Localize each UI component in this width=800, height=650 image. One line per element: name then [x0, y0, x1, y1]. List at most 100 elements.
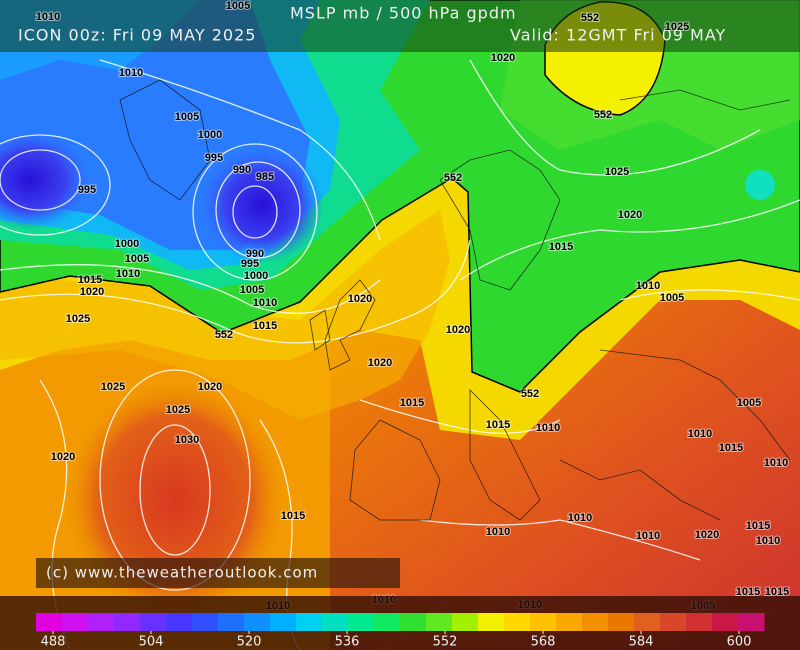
- colorbar-swatch: [192, 613, 219, 631]
- isobar-label: 1020: [368, 357, 392, 369]
- isobar-label: 1015: [746, 520, 770, 532]
- colorbar-tick-label: 568: [531, 635, 556, 650]
- colorbar-swatch: [114, 613, 141, 631]
- colorbar-swatch: [712, 613, 739, 631]
- isobar-label: 1010: [536, 422, 560, 434]
- field-cyan-spot: [745, 170, 775, 200]
- isobar-label: 1025: [66, 313, 90, 325]
- isobar-label: 1020: [348, 293, 372, 305]
- colorbar-swatch: [660, 613, 687, 631]
- colorbar-swatch: [348, 613, 375, 631]
- isobar-label: 1020: [80, 286, 104, 298]
- isobar-label: 1020: [446, 324, 470, 336]
- isobar-label: 1020: [491, 52, 515, 64]
- colorbar-tick-label: 584: [629, 635, 654, 650]
- isobar-label: 1010: [764, 457, 788, 469]
- isobar-label: 1025: [101, 381, 125, 393]
- map-title: MSLP mb / 500 hPa gpdm: [290, 4, 517, 23]
- colorbar-swatch: [270, 613, 297, 631]
- colorbar-swatch: [374, 613, 401, 631]
- isobar-label: 1025: [605, 166, 629, 178]
- colorbar-swatch: [36, 613, 63, 631]
- colorbar-tick-label: 552: [433, 635, 458, 650]
- isobar-label: 1000: [198, 129, 222, 141]
- isobar-label: 1025: [166, 404, 190, 416]
- colorbar-swatch: [634, 613, 661, 631]
- isobar-label: 1015: [486, 419, 510, 431]
- colorbar-swatch: [686, 613, 713, 631]
- isobar-label: 995: [78, 184, 96, 196]
- isobar-label: 1000: [115, 238, 139, 250]
- isobar-label: 1015: [78, 274, 102, 286]
- isobar-label: 1015: [719, 442, 743, 454]
- model-run: ICON 00z: Fri 09 MAY 2025: [18, 26, 256, 45]
- colorbar-swatch: [530, 613, 557, 631]
- isobar-label: 1010: [36, 11, 60, 23]
- isobar-label: 990: [246, 248, 264, 260]
- colorbar-swatch: [244, 613, 271, 631]
- colorbar-swatch: [140, 613, 167, 631]
- isobar-label: 1020: [51, 451, 75, 463]
- colorbar-swatch: [504, 613, 531, 631]
- colorbar-swatch: [556, 613, 583, 631]
- isobar-label: 1015: [736, 586, 760, 598]
- colorbar-swatch: [62, 613, 89, 631]
- isobar-label: 1010: [116, 268, 140, 280]
- isobar-label: 1005: [125, 253, 149, 265]
- isobar-label: 1025: [665, 21, 689, 33]
- isobar-label: 552: [594, 109, 612, 121]
- isobar-label: 1005: [175, 111, 199, 123]
- isobar-label: 552: [521, 388, 539, 400]
- low-centre-west: [0, 130, 90, 230]
- isobar-label: 1010: [636, 530, 660, 542]
- isobar-label: 1005: [660, 292, 684, 304]
- colorbar: 488 504 520 536 552 568 584 600: [36, 613, 765, 650]
- isobar-label: 995: [205, 152, 223, 164]
- header-band: [0, 0, 800, 52]
- isobar-label: 1000: [244, 270, 268, 282]
- isobar-label: 1005: [226, 0, 250, 12]
- colorbar-swatch: [738, 613, 765, 631]
- colorbar-swatch: [452, 613, 479, 631]
- isobar-label: 1020: [198, 381, 222, 393]
- isobar-label: 1015: [253, 320, 277, 332]
- colorbar-swatch: [166, 613, 193, 631]
- isobar-label: 1015: [765, 586, 789, 598]
- isobar-label: 1010: [486, 526, 510, 538]
- coastlines: [119, 79, 791, 521]
- colorbar-tick-label: 536: [335, 635, 360, 650]
- watermark: (c) www.theweatheroutlook.com: [46, 564, 318, 582]
- isobar-label: 1010: [119, 67, 143, 79]
- isobar-label: 1010: [756, 535, 780, 547]
- isobar-label: 1005: [737, 397, 761, 409]
- isobar-label: 1005: [240, 284, 264, 296]
- isobar-label: 995: [241, 258, 259, 270]
- colorbar-swatch: [322, 613, 349, 631]
- isobar-label: 552: [215, 329, 233, 341]
- colorbar-swatch: [400, 613, 427, 631]
- isobar-label: 1015: [400, 397, 424, 409]
- colorbar-tick-label: 504: [139, 635, 164, 650]
- colorbar-swatch: [608, 613, 635, 631]
- isobar-label: 990: [233, 164, 251, 176]
- isobar-label: 1010: [636, 280, 660, 292]
- isobar-label: 1015: [281, 510, 305, 522]
- isobar-label: 1010: [568, 512, 592, 524]
- isobar-label: 552: [581, 12, 599, 24]
- colorbar-swatch: [88, 613, 115, 631]
- isobar-label: 1020: [618, 209, 642, 221]
- isobar-label: 1015: [549, 241, 573, 253]
- watermark-box: [36, 558, 400, 588]
- isobar-label: 552: [444, 172, 462, 184]
- colorbar-tick-label: 600: [727, 635, 752, 650]
- isobar-label: 1010: [253, 297, 277, 309]
- colorbar-tick-label: 488: [41, 635, 66, 650]
- colorbar-swatch: [426, 613, 453, 631]
- isobar-label: 1010: [688, 428, 712, 440]
- low-centre-east: [200, 147, 324, 263]
- valid-time: Valid: 12GMT Fri 09 MAY: [510, 26, 726, 45]
- colorbar-swatch: [478, 613, 505, 631]
- colorbar-swatch: [582, 613, 609, 631]
- isobar-label: 1020: [695, 529, 719, 541]
